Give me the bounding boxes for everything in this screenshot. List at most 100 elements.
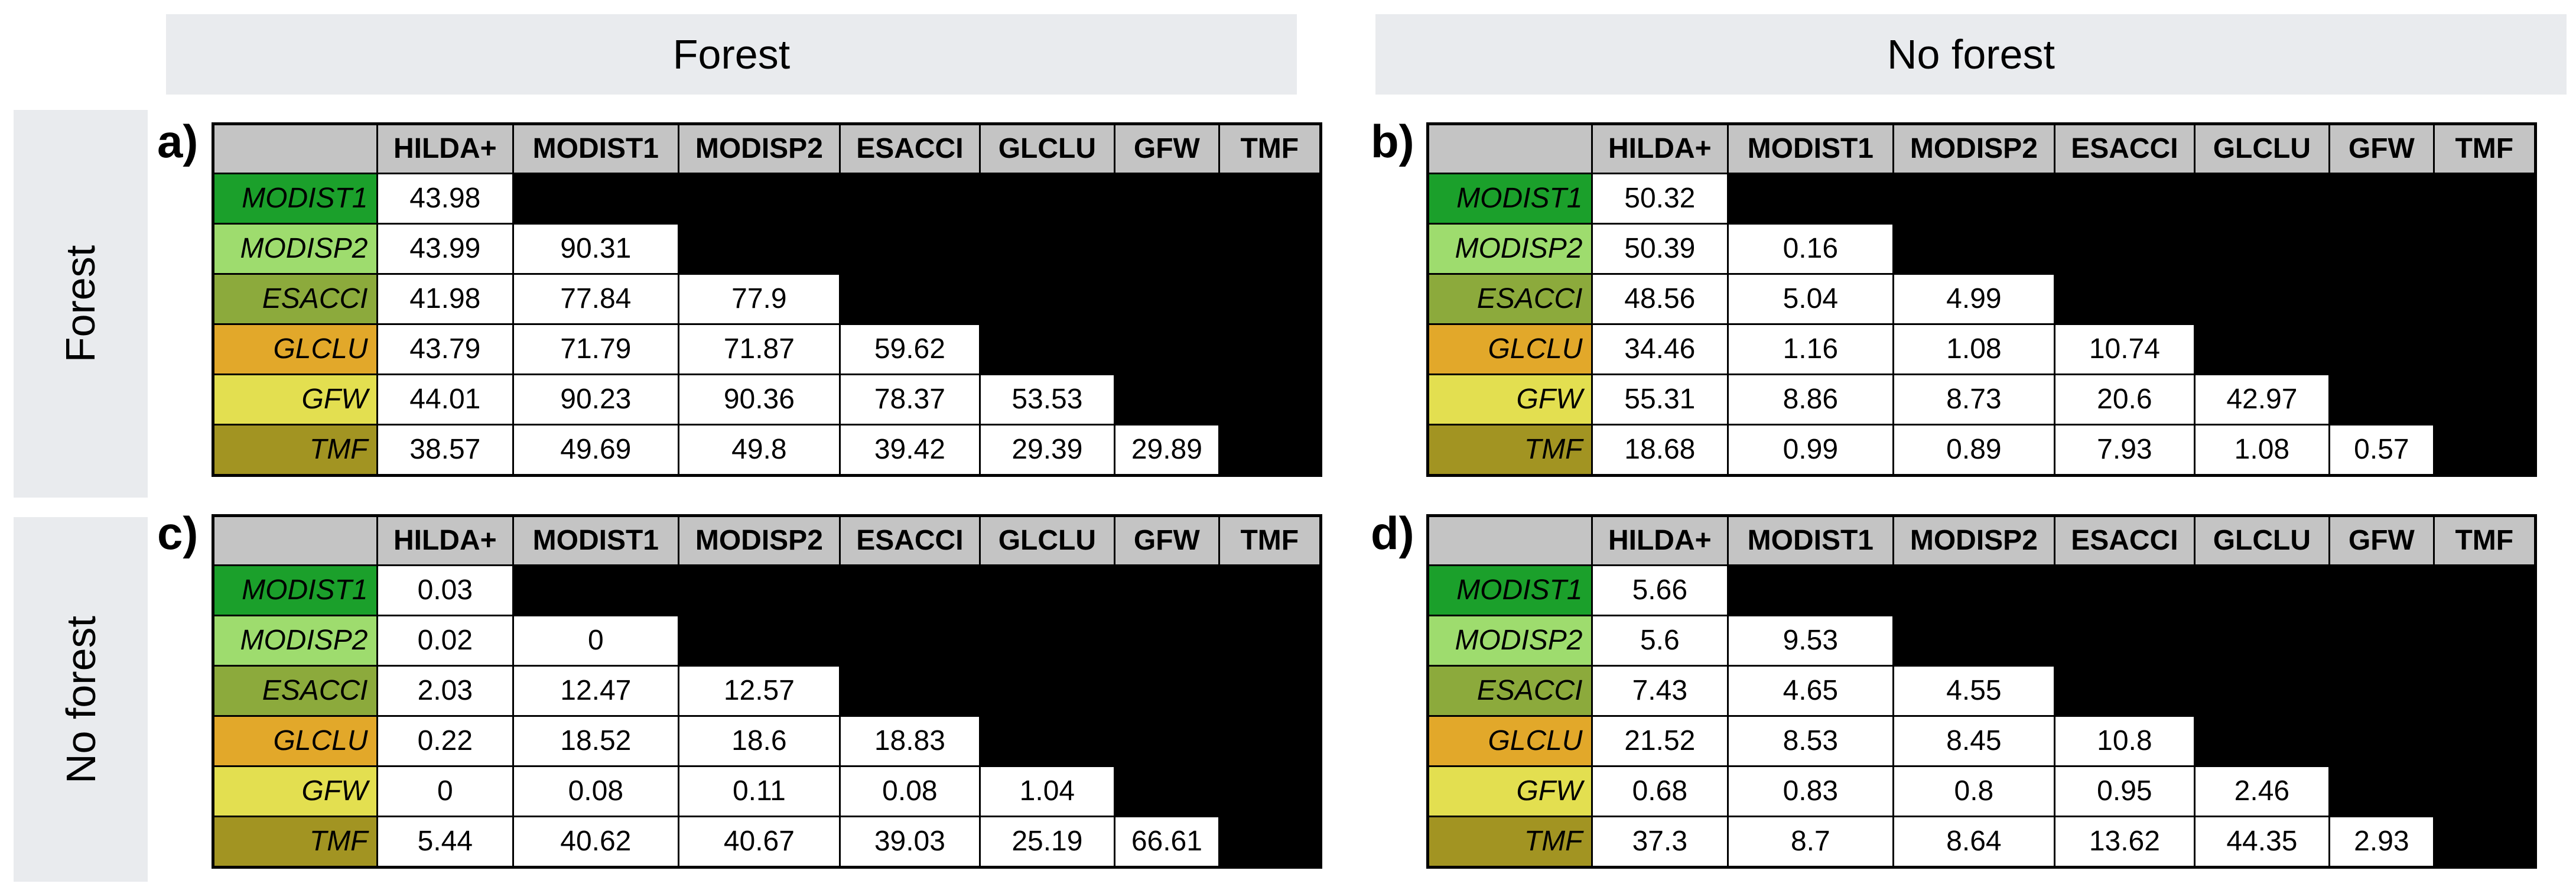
row-header-modisp2: MODISP2 [1427,223,1593,275]
value-cell: 50.39 [1591,223,1729,275]
top-banner-forest-label: Forest [672,31,791,77]
value-cell: 0.11 [677,765,841,817]
value-cell: 50.32 [1591,173,1729,225]
row-header-modist1: MODIST1 [1427,173,1593,225]
empty-region [1218,424,1322,476]
empty-region [1892,223,2536,275]
value-cell: 0.8 [1892,765,2056,817]
empty-region [1114,373,1322,425]
value-cell: 18.52 [512,715,679,767]
value-cell: 43.99 [376,223,515,275]
row-header-glclu: GLCLU [212,323,378,375]
empty-region [2054,273,2536,325]
matrix-table-d: HILDA+ MODIST1 MODISP2 ESACCI GLCLU GFW TMF MOD… [1426,514,2537,869]
col-header-esacci: ESACCI [2054,123,2196,174]
row-header-gfw: GFW [212,373,378,425]
col-header-gfw: GFW [2328,123,2435,174]
col-header-glclu: GLCLU [2193,515,2331,566]
col-header-modisp2: MODISP2 [677,515,841,566]
panel-label-b: b) [1371,115,1414,167]
col-header-modisp2: MODISP2 [1892,515,2056,566]
panel-label-a: a) [157,115,199,167]
matrix-table-b: HILDA+ MODIST1 MODISP2 ESACCI GLCLU GFW TMF MOD… [1426,122,2537,477]
value-cell: 34.46 [1591,323,1729,375]
top-banner-no-forest-label: No forest [1887,31,2055,77]
value-cell: 59.62 [839,323,981,375]
value-cell: 0.99 [1727,424,1894,476]
value-cell: 71.87 [677,323,841,375]
col-header-modist1: MODIST1 [1727,123,1894,174]
side-banner-no-forest-label: No forest [57,615,104,784]
col-header-hilda+: HILDA+ [1591,515,1729,566]
empty-region [677,615,1322,667]
value-cell: 1.16 [1727,323,1894,375]
value-cell: 8.64 [1892,816,2056,868]
value-cell: 90.36 [677,373,841,425]
panel-label-d: d) [1371,507,1414,559]
value-cell: 4.99 [1892,273,2056,325]
col-header-esacci: ESACCI [839,123,981,174]
value-cell: 66.61 [1114,816,1220,868]
value-cell: 4.65 [1727,665,1894,717]
value-cell: 0 [376,765,515,817]
empty-region [512,564,1322,616]
row-header-gfw: GFW [1427,765,1593,817]
value-cell: 53.53 [978,373,1116,425]
value-cell: 2.46 [2193,765,2331,817]
value-cell: 5.6 [1591,615,1729,667]
value-cell: 13.62 [2054,816,2196,868]
row-header-glclu: GLCLU [212,715,378,767]
value-cell: 41.98 [376,273,515,325]
value-cell: 18.83 [839,715,981,767]
row-header-esacci: ESACCI [1427,665,1593,717]
value-cell: 1.04 [978,765,1116,817]
value-cell: 0.22 [376,715,515,767]
col-header-gfw: GFW [1114,123,1220,174]
side-banner-forest-label: Forest [57,245,104,363]
value-cell: 29.39 [978,424,1116,476]
value-cell: 0.03 [376,564,515,616]
row-header-modist1: MODIST1 [212,173,378,225]
value-cell: 7.43 [1591,665,1729,717]
row-header-modisp2: MODISP2 [212,615,378,667]
empty-region [1218,816,1322,868]
value-cell: 40.62 [512,816,679,868]
value-cell: 5.04 [1727,273,1894,325]
row-header-tmf: TMF [1427,816,1593,868]
col-header-tmf: TMF [2432,515,2536,566]
value-cell: 49.69 [512,424,679,476]
value-cell: 2.03 [376,665,515,717]
value-cell: 2.93 [2328,816,2435,868]
value-cell: 39.42 [839,424,981,476]
empty-region [1114,765,1322,817]
value-cell: 5.66 [1591,564,1729,616]
empty-region [1727,564,2536,616]
value-cell: 44.35 [2193,816,2331,868]
value-cell: 8.45 [1892,715,2056,767]
value-cell: 9.53 [1727,615,1894,667]
row-header-glclu: GLCLU [1427,323,1593,375]
empty-region [2054,665,2536,717]
top-banner-no-forest: No forest [1375,14,2567,95]
col-header-tmf: TMF [1218,515,1322,566]
value-cell: 44.01 [376,373,515,425]
top-banner-forest: Forest [166,14,1297,95]
value-cell: 77.84 [512,273,679,325]
value-cell: 8.7 [1727,816,1894,868]
value-cell: 18.6 [677,715,841,767]
side-banner-forest: Forest [14,110,148,498]
row-header-gfw: GFW [212,765,378,817]
value-cell: 8.86 [1727,373,1894,425]
value-cell: 43.79 [376,323,515,375]
row-header-tmf: TMF [1427,424,1593,476]
empty-region [1892,615,2536,667]
empty-region [1727,173,2536,225]
value-cell: 90.23 [512,373,679,425]
row-header-tmf: TMF [212,816,378,868]
row-header-tmf: TMF [212,424,378,476]
value-cell: 0.95 [2054,765,2196,817]
value-cell: 0 [512,615,679,667]
col-header-tmf: TMF [2432,123,2536,174]
value-cell: 38.57 [376,424,515,476]
